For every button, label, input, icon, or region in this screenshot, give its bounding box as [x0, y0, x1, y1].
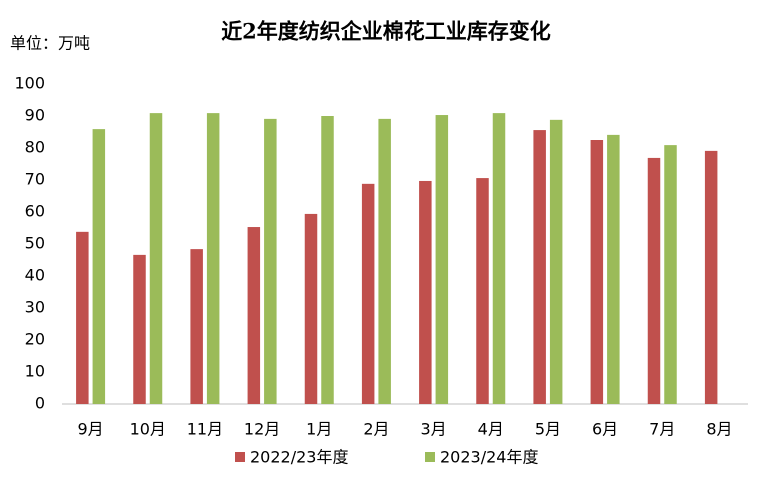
- bar: [590, 140, 604, 404]
- bar: [76, 231, 89, 404]
- bar: [304, 213, 318, 404]
- x-tick-label: 6月: [592, 420, 618, 439]
- y-tick-label: 30: [25, 298, 45, 317]
- x-tick-label: 9月: [77, 420, 103, 439]
- y-tick-label: 10: [25, 362, 45, 381]
- bar: [435, 115, 449, 404]
- legend-swatch: [235, 452, 245, 462]
- y-tick-label: 100: [14, 74, 45, 93]
- x-tick-label: 5月: [535, 420, 561, 439]
- bar: [533, 130, 546, 404]
- bar: [190, 249, 203, 404]
- y-tick-label: 50: [25, 234, 45, 253]
- bar: [607, 134, 620, 404]
- bar: [264, 118, 277, 404]
- y-tick-label: 40: [25, 266, 45, 285]
- bar: [206, 113, 220, 405]
- bar: [361, 183, 375, 404]
- bar: [704, 150, 718, 404]
- y-axis-label: 单位：万吨: [10, 34, 90, 53]
- x-tick-label: 11月: [187, 420, 223, 439]
- x-tick-label: 8月: [706, 420, 732, 439]
- y-tick-label: 60: [25, 202, 45, 221]
- bar: [378, 118, 391, 404]
- bar: [647, 157, 661, 404]
- y-tick-label: 20: [25, 330, 45, 349]
- x-tick-label: 1月: [306, 420, 332, 439]
- x-tick-label: 3月: [420, 420, 446, 439]
- chart-title: 近2年度纺织企业棉花工业库存变化: [221, 19, 551, 44]
- bar: [476, 178, 489, 404]
- x-tick-label: 10月: [130, 420, 166, 439]
- legend-label: 2022/23年度: [250, 448, 348, 467]
- x-tick-label: 4月: [478, 420, 504, 439]
- y-tick-label: 0: [35, 394, 45, 413]
- bar: [492, 113, 506, 405]
- legend-swatch: [425, 452, 435, 462]
- bar: [247, 227, 261, 404]
- x-tick-label: 12月: [244, 420, 280, 439]
- legend-label: 2023/24年度: [440, 448, 538, 467]
- bar: [549, 119, 563, 404]
- y-tick-label: 80: [25, 138, 45, 157]
- bar: [419, 180, 432, 404]
- bar: [133, 254, 146, 404]
- bar: [321, 116, 334, 404]
- y-tick-label: 90: [25, 106, 45, 125]
- bar: [664, 145, 677, 404]
- y-tick-label: 70: [25, 170, 45, 189]
- bar: [92, 129, 106, 404]
- x-tick-label: 2月: [363, 420, 389, 439]
- x-tick-label: 7月: [649, 420, 675, 439]
- bar: [149, 113, 163, 405]
